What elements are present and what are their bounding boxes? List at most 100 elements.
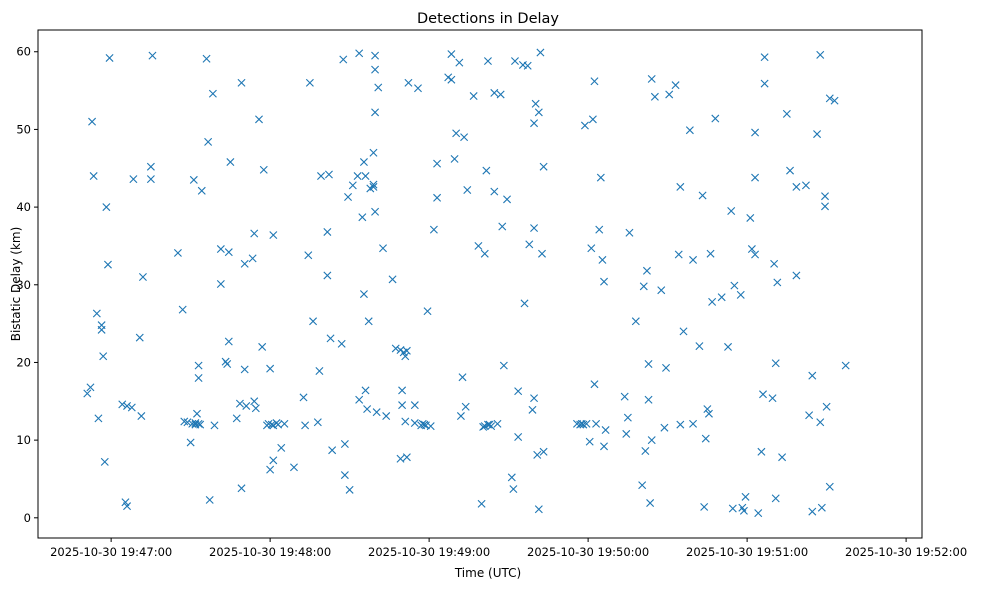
data-points xyxy=(83,48,850,518)
data-point xyxy=(579,420,588,429)
data-point xyxy=(180,417,189,426)
data-point xyxy=(138,273,147,281)
data-point xyxy=(414,84,422,93)
data-point xyxy=(178,305,187,314)
data-point xyxy=(94,414,103,423)
data-point xyxy=(822,402,831,411)
data-point xyxy=(592,419,601,428)
data-point xyxy=(531,99,540,108)
data-point xyxy=(600,277,609,286)
data-point xyxy=(727,206,736,215)
data-point xyxy=(534,505,543,514)
data-point xyxy=(596,173,605,182)
data-point xyxy=(92,309,101,318)
data-point xyxy=(240,259,249,268)
data-point xyxy=(751,173,760,182)
data-point xyxy=(477,499,486,508)
data-point xyxy=(266,364,275,373)
data-point xyxy=(590,77,599,86)
data-point xyxy=(588,115,597,124)
data-point xyxy=(450,154,459,163)
data-point xyxy=(641,447,650,455)
data-point xyxy=(585,437,594,446)
data-point xyxy=(816,50,825,59)
data-point xyxy=(313,418,322,427)
data-point xyxy=(539,447,548,456)
data-point xyxy=(269,456,278,465)
data-point xyxy=(455,58,464,67)
x-tick-label: 2025-10-30 19:48:00 xyxy=(209,545,331,559)
data-point xyxy=(420,420,429,429)
data-point xyxy=(770,259,779,268)
data-point xyxy=(402,346,411,355)
data-point xyxy=(704,409,713,418)
data-point xyxy=(498,222,507,231)
data-point xyxy=(590,380,599,389)
x-axis: 2025-10-30 19:47:00 2025-10-30 19:48:00 20… xyxy=(50,538,967,559)
x-tick-label: 2025-10-30 19:47:00 xyxy=(50,545,172,559)
data-point xyxy=(483,57,492,66)
data-point xyxy=(326,334,335,343)
data-point xyxy=(768,394,777,403)
data-point xyxy=(816,418,825,427)
data-point xyxy=(841,361,850,370)
data-point xyxy=(792,182,801,191)
data-point xyxy=(88,117,97,126)
data-point xyxy=(183,418,192,427)
data-point xyxy=(642,266,651,275)
data-point xyxy=(323,271,332,280)
data-point xyxy=(340,471,349,480)
data-point xyxy=(410,419,419,428)
data-point xyxy=(224,337,233,346)
data-point xyxy=(821,202,830,211)
y-tick-label: 0 xyxy=(24,511,31,525)
data-point xyxy=(728,504,737,513)
data-point xyxy=(736,290,745,299)
data-point xyxy=(461,402,470,411)
data-point xyxy=(193,409,201,418)
data-point xyxy=(345,485,354,494)
x-tick-label: 2025-10-30 19:51:00 xyxy=(686,545,808,559)
data-point xyxy=(83,389,92,398)
data-point xyxy=(595,225,604,234)
data-point xyxy=(358,213,367,222)
data-point xyxy=(264,419,273,428)
data-point xyxy=(771,494,780,503)
data-point xyxy=(269,231,278,240)
data-point xyxy=(315,367,324,375)
data-point xyxy=(123,502,132,511)
data-point xyxy=(679,327,688,336)
data-point xyxy=(210,421,219,430)
data-point xyxy=(191,419,200,428)
data-point xyxy=(250,397,259,406)
data-point xyxy=(510,57,519,66)
data-point xyxy=(224,248,233,257)
data-point xyxy=(382,412,391,421)
x-tick-label: 2025-10-30 19:52:00 xyxy=(845,545,967,559)
data-point xyxy=(689,419,698,428)
data-point xyxy=(773,278,782,287)
data-point xyxy=(99,352,108,361)
data-point xyxy=(398,386,407,395)
data-point xyxy=(625,228,634,237)
data-point xyxy=(202,54,211,63)
data-point xyxy=(821,192,830,201)
data-point xyxy=(452,129,461,138)
data-point xyxy=(460,133,469,142)
data-point xyxy=(786,166,795,175)
data-point xyxy=(223,360,232,368)
data-point xyxy=(353,172,362,181)
data-point xyxy=(808,507,817,516)
data-point xyxy=(266,465,275,474)
y-axis: 0 10 20 30 40 50 60 xyxy=(16,45,38,525)
data-point xyxy=(689,255,698,264)
data-point xyxy=(328,446,337,455)
data-point xyxy=(600,442,609,451)
y-tick-label: 30 xyxy=(16,278,31,292)
data-point xyxy=(280,419,289,428)
data-point xyxy=(137,412,146,421)
data-point xyxy=(711,114,720,123)
data-point xyxy=(620,392,629,401)
data-point xyxy=(371,108,380,117)
